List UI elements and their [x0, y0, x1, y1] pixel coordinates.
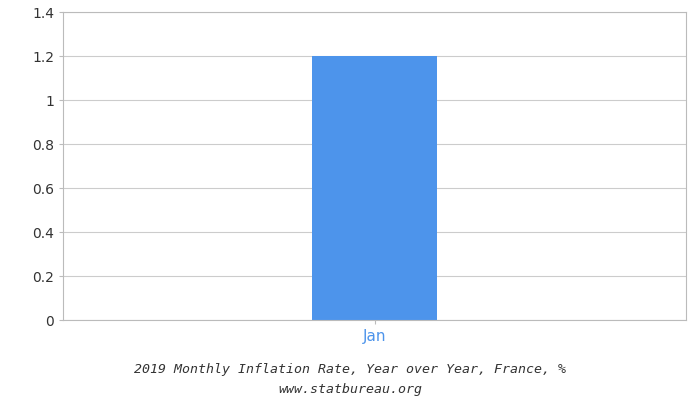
- Bar: [312, 56, 437, 320]
- Text: www.statbureau.org: www.statbureau.org: [278, 384, 422, 396]
- Text: 2019 Monthly Inflation Rate, Year over Year, France, %: 2019 Monthly Inflation Rate, Year over Y…: [134, 364, 566, 376]
